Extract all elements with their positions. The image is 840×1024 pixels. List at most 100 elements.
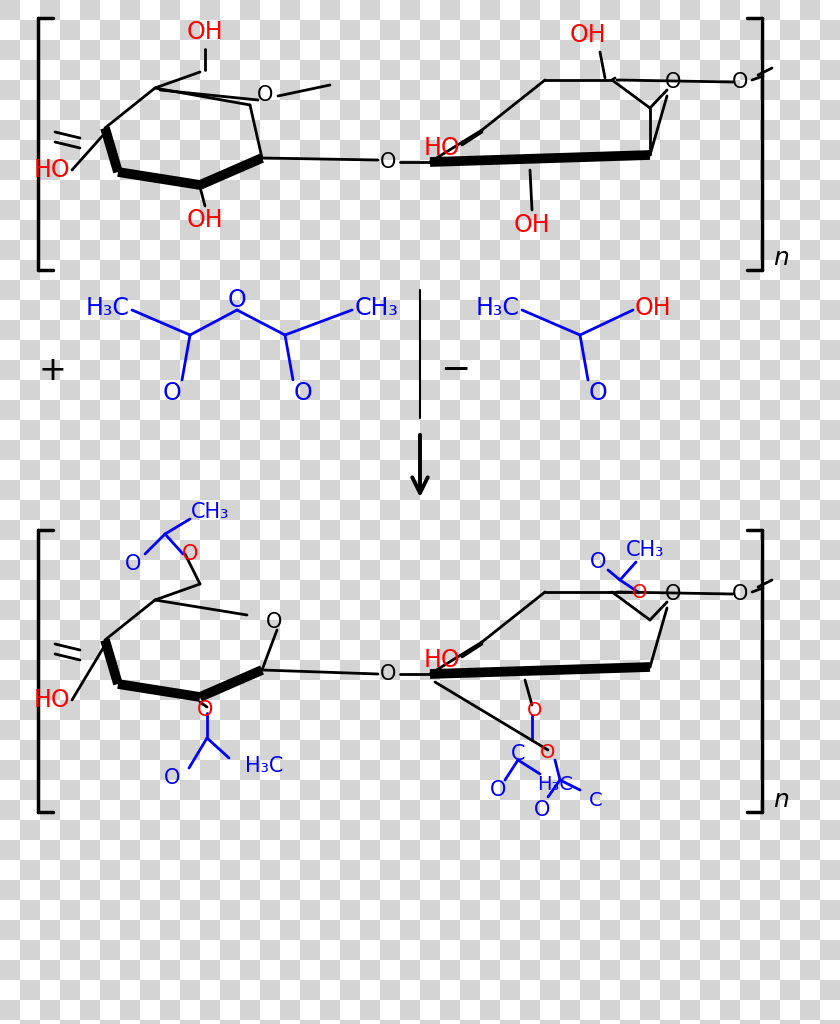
Bar bbox=[20, 660, 40, 680]
Bar bbox=[560, 300, 580, 319]
Bar bbox=[60, 860, 80, 880]
Bar bbox=[760, 860, 780, 880]
Bar bbox=[400, 460, 420, 480]
Bar bbox=[400, 660, 420, 680]
Bar bbox=[520, 980, 540, 1000]
Bar bbox=[420, 700, 440, 720]
Bar bbox=[40, 740, 60, 760]
Bar bbox=[200, 540, 220, 560]
Bar bbox=[600, 840, 620, 860]
Bar bbox=[600, 240, 620, 260]
Bar bbox=[300, 160, 320, 180]
Bar bbox=[300, 20, 320, 40]
Bar bbox=[540, 160, 560, 180]
Text: O: O bbox=[633, 583, 648, 601]
Bar bbox=[560, 600, 580, 620]
Bar bbox=[380, 319, 400, 340]
Bar bbox=[240, 980, 260, 1000]
Bar bbox=[120, 560, 140, 580]
Bar bbox=[660, 400, 680, 420]
Bar bbox=[440, 20, 460, 40]
Bar bbox=[440, 120, 460, 140]
Bar bbox=[80, 1000, 100, 1020]
Bar bbox=[220, 100, 240, 120]
Bar bbox=[40, 400, 60, 420]
Bar bbox=[40, 260, 60, 280]
Bar bbox=[180, 100, 200, 120]
Bar bbox=[600, 280, 620, 300]
Bar bbox=[380, 900, 400, 920]
Bar bbox=[800, 700, 820, 720]
Bar bbox=[480, 580, 500, 600]
Bar bbox=[500, 180, 520, 200]
Bar bbox=[100, 880, 120, 900]
Bar bbox=[620, 240, 640, 260]
Bar bbox=[40, 980, 60, 1000]
Bar bbox=[800, 60, 820, 80]
Bar bbox=[520, 560, 540, 580]
Bar bbox=[280, 840, 300, 860]
Bar bbox=[300, 700, 320, 720]
Bar bbox=[80, 440, 100, 460]
Bar bbox=[660, 640, 680, 660]
Bar bbox=[400, 640, 420, 660]
Bar bbox=[320, 580, 340, 600]
Bar bbox=[780, 340, 800, 360]
Bar bbox=[680, 760, 700, 780]
Bar bbox=[440, 80, 460, 100]
Bar bbox=[240, 400, 260, 420]
Bar bbox=[440, 60, 460, 80]
Bar bbox=[220, 580, 240, 600]
Bar bbox=[660, 940, 680, 961]
Bar bbox=[160, 480, 180, 500]
Bar bbox=[680, 780, 700, 800]
Bar bbox=[420, 961, 440, 980]
Bar bbox=[620, 961, 640, 980]
Bar bbox=[440, 160, 460, 180]
Bar bbox=[460, 900, 480, 920]
Bar bbox=[500, 160, 520, 180]
Bar bbox=[500, 0, 520, 20]
Bar bbox=[660, 600, 680, 620]
Bar bbox=[780, 860, 800, 880]
Bar bbox=[240, 160, 260, 180]
Bar bbox=[440, 220, 460, 240]
Bar bbox=[680, 700, 700, 720]
Bar bbox=[720, 800, 740, 820]
Bar bbox=[360, 180, 380, 200]
Bar bbox=[260, 961, 280, 980]
Bar bbox=[540, 1020, 560, 1024]
Bar bbox=[780, 760, 800, 780]
Bar bbox=[100, 20, 120, 40]
Bar bbox=[480, 860, 500, 880]
Bar bbox=[100, 620, 120, 640]
Bar bbox=[600, 680, 620, 700]
Bar bbox=[260, 860, 280, 880]
Bar bbox=[40, 640, 60, 660]
Bar bbox=[540, 80, 560, 100]
Bar bbox=[220, 540, 240, 560]
Bar bbox=[100, 580, 120, 600]
Bar bbox=[580, 440, 600, 460]
Bar bbox=[560, 680, 580, 700]
Bar bbox=[680, 540, 700, 560]
Bar bbox=[700, 440, 720, 460]
Bar bbox=[240, 440, 260, 460]
Bar bbox=[500, 400, 520, 420]
Bar bbox=[240, 20, 260, 40]
Bar bbox=[420, 440, 440, 460]
Bar bbox=[300, 60, 320, 80]
Bar bbox=[560, 1020, 580, 1024]
Bar bbox=[120, 480, 140, 500]
Bar bbox=[360, 580, 380, 600]
Bar bbox=[300, 540, 320, 560]
Bar bbox=[620, 360, 640, 380]
Bar bbox=[300, 140, 320, 160]
Bar bbox=[40, 700, 60, 720]
Bar bbox=[700, 660, 720, 680]
Bar bbox=[140, 860, 160, 880]
Bar bbox=[360, 380, 380, 400]
Bar bbox=[120, 760, 140, 780]
Bar bbox=[720, 300, 740, 319]
Bar bbox=[20, 880, 40, 900]
